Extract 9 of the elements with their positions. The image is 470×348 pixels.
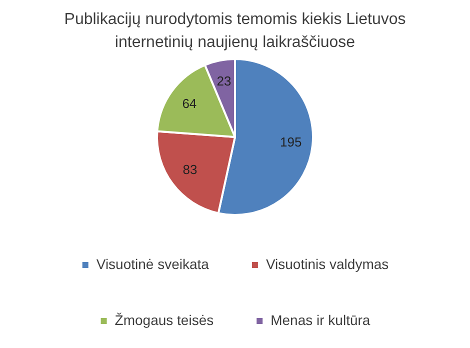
data-label: 23 — [216, 74, 232, 89]
data-label: 195 — [280, 134, 302, 150]
legend-label: Žmogaus teisės — [114, 312, 214, 328]
data-label: 83 — [182, 162, 198, 178]
legend-label: Visuotinis valdymas — [266, 256, 389, 272]
legend-label: Visuotinė sveikata — [96, 256, 210, 272]
legend-label: Menas ir kultūra — [270, 312, 370, 328]
data-label: 64 — [182, 96, 197, 111]
chart-title: Publikacijų nurodytomis temomis kiekis Lietuvos internetinių naujienų laikraščiuose — [63, 10, 407, 53]
